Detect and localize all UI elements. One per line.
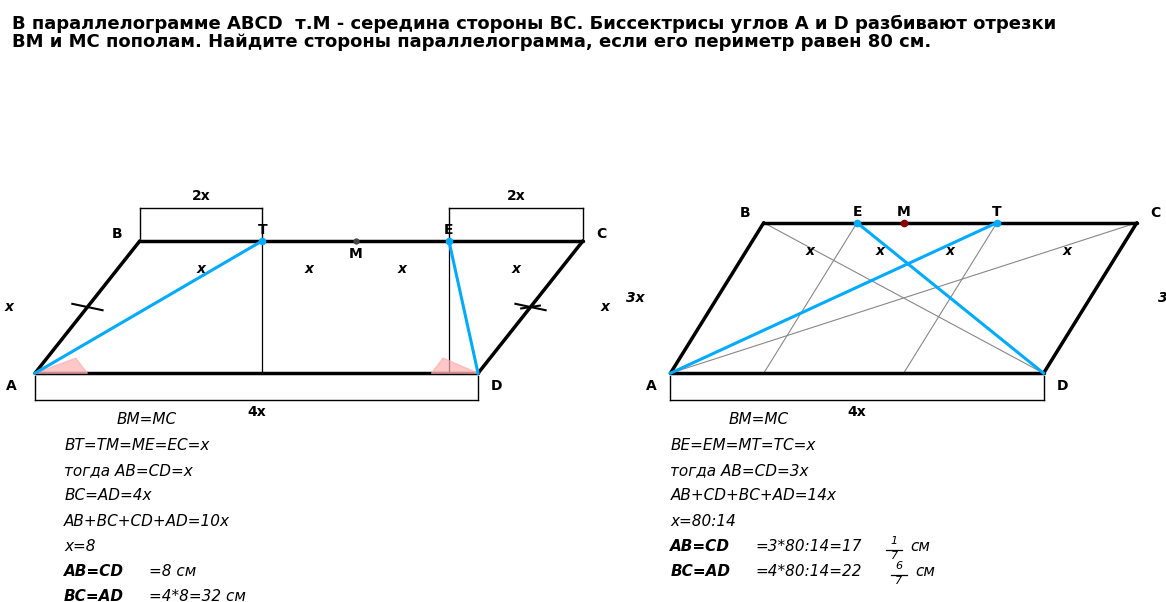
Text: АВ+CD+ВС+АD=14х: АВ+CD+ВС+АD=14х [670, 488, 836, 503]
Text: тогда АВ=CD=х: тогда АВ=CD=х [64, 463, 192, 478]
Text: ВЕ=ЕМ=МТ=ТС=х: ВЕ=ЕМ=МТ=ТС=х [670, 438, 816, 453]
Text: х=8: х=8 [64, 539, 96, 554]
Text: T: T [258, 223, 267, 237]
Text: E: E [852, 205, 862, 219]
Text: ВС=АD=4х: ВС=АD=4х [64, 488, 152, 503]
Text: T: T [992, 205, 1002, 219]
Text: 3x: 3x [1158, 291, 1166, 305]
Text: A: A [646, 379, 658, 394]
Text: ВТ=ТМ=МЕ=ЕС=х: ВТ=ТМ=МЕ=ЕС=х [64, 438, 210, 453]
Text: x: x [876, 244, 885, 258]
Polygon shape [431, 358, 478, 373]
Text: ВМ и МС пополам. Найдите стороны параллелограмма, если его периметр равен 80 см.: ВМ и МС пополам. Найдите стороны паралле… [12, 33, 930, 51]
Text: x: x [304, 262, 314, 276]
Text: ВС=АD: ВС=АD [64, 589, 124, 602]
Text: 7: 7 [895, 576, 902, 586]
Text: =8 см: =8 см [149, 564, 197, 579]
Text: E: E [444, 223, 454, 237]
Text: D: D [1056, 379, 1068, 394]
Text: х=80:14: х=80:14 [670, 514, 736, 529]
Text: C: C [1151, 206, 1160, 220]
Text: x: x [1062, 244, 1072, 258]
Text: АВ=CD: АВ=CD [670, 539, 730, 554]
Text: 2x: 2x [191, 189, 211, 203]
Text: =4*8=32 см: =4*8=32 см [149, 589, 246, 602]
Text: x: x [946, 244, 955, 258]
Text: 7: 7 [891, 551, 898, 561]
Text: B: B [739, 206, 751, 220]
Text: C: C [597, 226, 606, 241]
Text: x: x [512, 262, 520, 276]
Text: =3*80:14=17: =3*80:14=17 [756, 539, 862, 554]
Text: x: x [398, 262, 407, 276]
Text: 3x: 3x [626, 291, 645, 305]
Text: 2x: 2x [506, 189, 526, 203]
Text: АВ+ВС+CD+АD=10х: АВ+ВС+CD+АD=10х [64, 514, 230, 529]
Text: 4x: 4x [247, 405, 266, 419]
Text: тогда АВ=CD=3х: тогда АВ=CD=3х [670, 463, 809, 478]
Text: ВМ=МС: ВМ=МС [117, 412, 177, 427]
Text: 4x: 4x [848, 405, 866, 419]
Text: =4*80:14=22: =4*80:14=22 [756, 564, 862, 579]
Text: x: x [600, 300, 610, 314]
Text: M: M [349, 247, 363, 261]
Text: АВ=CD: АВ=CD [64, 564, 124, 579]
Text: x: x [197, 262, 205, 276]
Text: D: D [491, 379, 503, 394]
Text: A: A [6, 379, 17, 394]
Text: x: x [806, 244, 815, 258]
Text: M: M [897, 205, 911, 219]
Text: x: x [5, 300, 14, 314]
Text: см: см [915, 564, 935, 579]
Text: B: B [111, 226, 122, 241]
Polygon shape [35, 358, 87, 373]
Text: ВМ=МС: ВМ=МС [729, 412, 789, 427]
Text: 1: 1 [891, 536, 898, 546]
Text: см: см [911, 539, 930, 554]
Text: ВС=АD: ВС=АD [670, 564, 730, 579]
Text: 6: 6 [895, 561, 902, 571]
Text: В параллелограмме ABCD  т.М - середина стороны ВС. Биссектрисы углов А и D разби: В параллелограмме ABCD т.М - середина ст… [12, 15, 1056, 33]
